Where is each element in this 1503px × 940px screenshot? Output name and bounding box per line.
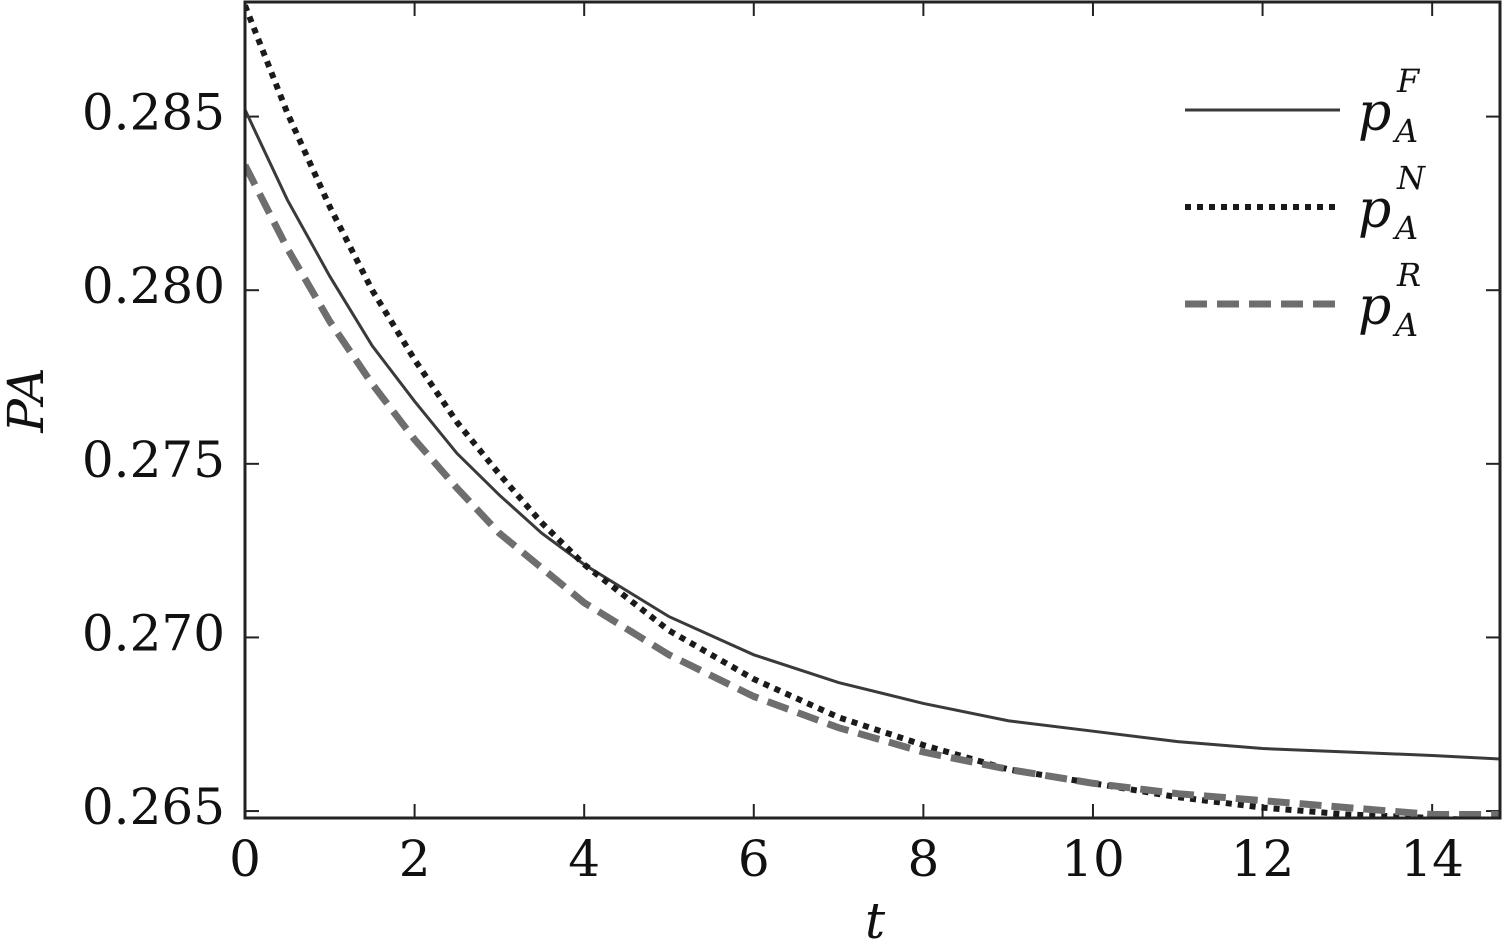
y-tick-label: 0.265 <box>82 778 225 836</box>
x-tick-label: 0 <box>229 830 261 888</box>
x-tick-label: 10 <box>1061 830 1125 888</box>
legend-label: p <box>1358 180 1391 240</box>
x-tick-label: 8 <box>907 830 939 888</box>
y-tick-label: 0.285 <box>82 84 225 142</box>
legend-label-sup: R <box>1396 256 1421 294</box>
y-tick-label: 0.280 <box>82 257 225 315</box>
x-tick-label: 12 <box>1231 830 1295 888</box>
legend-label-sup: F <box>1396 62 1421 100</box>
y-axis-label: PA <box>0 367 55 433</box>
plot-frame <box>243 0 1502 820</box>
legend-label-sub: A <box>1392 112 1418 150</box>
legend-label: p <box>1358 277 1391 337</box>
y-tick-label: 0.270 <box>82 604 225 662</box>
x-tick-label: 14 <box>1400 830 1464 888</box>
legend-label-sub: A <box>1392 306 1418 344</box>
x-tick-label: 6 <box>738 830 770 888</box>
series-line <box>245 109 1500 761</box>
x-tick-label: 4 <box>568 830 600 888</box>
series-line <box>245 4 1491 818</box>
legend-label-sup: N <box>1396 159 1426 197</box>
series-line <box>245 163 1500 818</box>
legend-label-sub: A <box>1392 209 1418 247</box>
x-tick-label: 2 <box>399 830 431 888</box>
x-axis-label: t <box>865 892 886 940</box>
legend-label: p <box>1358 83 1391 143</box>
y-tick-label: 0.275 <box>82 431 225 489</box>
